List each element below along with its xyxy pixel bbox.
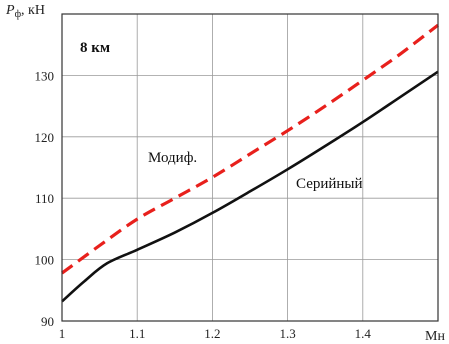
y-axis-title: Pф, кН <box>5 3 45 20</box>
series-label-serial: Серийный <box>296 176 363 192</box>
x-tick-label: 1 <box>59 326 66 341</box>
x-tick-label: 1.2 <box>204 326 220 341</box>
series-lines <box>61 23 439 303</box>
y-axis-unit: , кН <box>21 3 45 18</box>
x-tick-label: 1.4 <box>355 326 372 341</box>
x-axis-title: Мн <box>425 329 445 344</box>
series-label-modified: Модиф. <box>148 150 197 166</box>
x-tick-label: 1.3 <box>279 326 295 341</box>
y-tick-label: 120 <box>35 130 55 145</box>
x-tick-label: 1.1 <box>129 326 145 341</box>
tick-labels: 1 1.1 1.2 1.3 1.4 90 100 110 120 130 <box>35 68 372 341</box>
y-tick-label: 130 <box>35 68 55 83</box>
grid <box>62 14 438 321</box>
y-tick-label: 110 <box>35 191 54 206</box>
y-axis-symbol: P <box>5 3 15 18</box>
y-tick-label: 100 <box>35 253 55 268</box>
series-line-serial <box>61 70 439 303</box>
y-axis-subscript: ф <box>15 9 22 20</box>
series-line-modified <box>61 23 439 275</box>
y-tick-label: 90 <box>41 314 54 329</box>
plot-frame <box>61 13 439 322</box>
altitude-annotation: 8 км <box>80 40 110 56</box>
